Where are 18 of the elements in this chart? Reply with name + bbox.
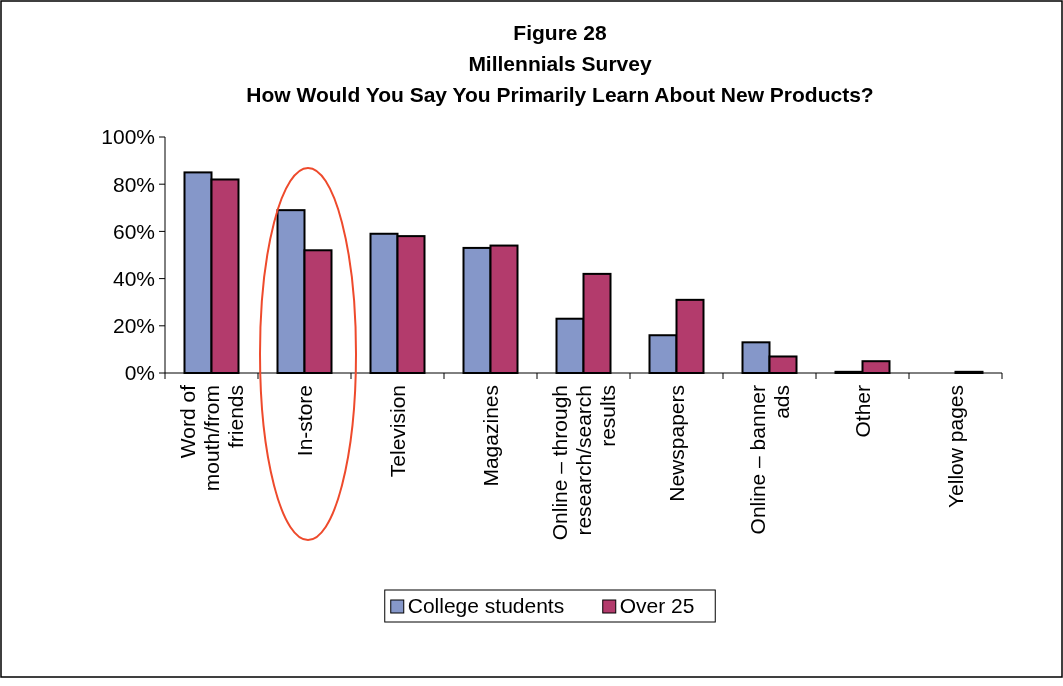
x-tick-label: Online – banner ads: [745, 385, 793, 535]
x-tick-label: Other: [850, 385, 874, 438]
y-tick-label: 0%: [124, 361, 155, 385]
legend-label: College students: [407, 594, 565, 618]
y-tick-label: 20%: [112, 314, 155, 338]
y-tick-label: 40%: [112, 266, 155, 290]
y-tick-label: 80%: [112, 172, 155, 196]
y-tick-label: 100%: [101, 125, 155, 149]
x-tick-label: Television: [385, 385, 409, 478]
chart-title: Figure 28 Millennials Survey How Would You Say You Primarily Learn About New Products?: [246, 21, 874, 106]
legend-label: Over 25: [619, 594, 695, 618]
x-tick-label: Newspapers: [664, 385, 688, 502]
x-tick-label: Yellow pages: [943, 385, 967, 508]
x-tick-label: Magazines: [478, 385, 502, 487]
y-tick-label: 60%: [112, 219, 155, 243]
x-tick-label: In-store: [292, 385, 316, 457]
x-tick-label: Word of mouth/from friends: [175, 384, 247, 492]
x-tick-label: Online – through research/search results: [547, 385, 619, 541]
